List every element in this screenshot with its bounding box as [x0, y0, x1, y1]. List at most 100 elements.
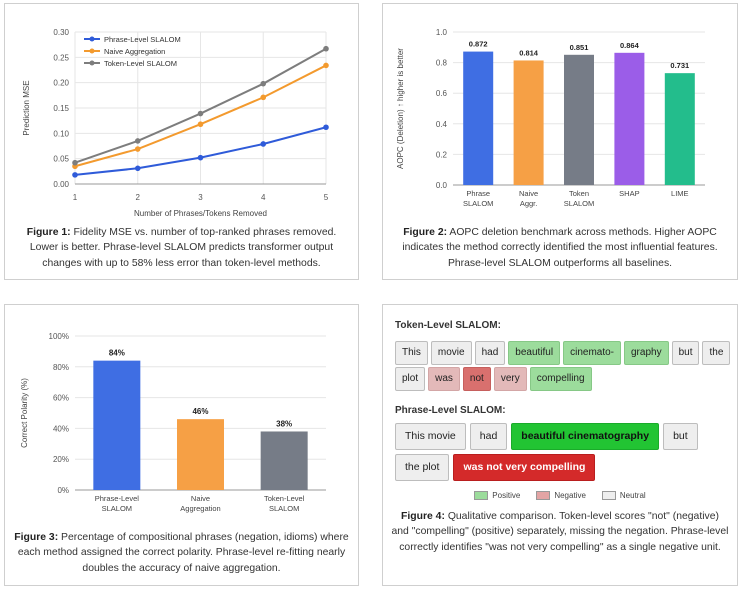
token-chip: the: [702, 341, 731, 365]
token-chip: plot: [395, 367, 426, 391]
figure-1-caption: Figure 1: Fidelity MSE vs. number of top…: [13, 225, 350, 271]
bar-value-label: 0.814: [519, 48, 539, 57]
x-tick-label: Token: [569, 189, 589, 198]
legend-label: Neutral: [619, 491, 646, 500]
x-tick-label: Phrase: [466, 189, 490, 198]
legend-swatch: [474, 491, 489, 500]
token-chip: had: [474, 341, 506, 365]
y-tick-label: 0.15: [53, 104, 69, 113]
token-row-1: This movie had beautiful cinemato-graphy but t…: [395, 341, 731, 365]
x-tick-label: SLALOM: [102, 504, 132, 513]
bar-value-label: 46%: [192, 407, 208, 416]
x-tick-label: Aggregation: [180, 504, 220, 513]
phrase-chip: was not very compelling: [453, 454, 596, 481]
token-chip: This: [395, 341, 428, 365]
figure-1-panel: 0.00 0.05 0.10 0.15 0.20 0.25 0.30 1 2 3 4 5 Number …: [4, 3, 359, 280]
x-tick-label: 1: [73, 193, 78, 202]
y-tick-label: 60%: [53, 394, 69, 403]
bar: [93, 360, 141, 490]
data-point: [134, 165, 141, 172]
figure-1-caption-text: Fidelity MSE vs. number of top-ranked ph…: [29, 227, 337, 269]
bar: [177, 419, 224, 490]
x-tick-label: SLALOM: [269, 504, 299, 513]
data-point: [260, 94, 267, 101]
data-point: [323, 62, 329, 69]
figure-3-caption: Figure 3: Percentage of compositional ph…: [13, 530, 350, 576]
phrase-chip: beautiful cinematography: [511, 423, 660, 450]
phrase-chip: This movie: [395, 423, 466, 450]
y-tick-label: 0.6: [436, 89, 448, 98]
token-level-heading: Token-Level SLALOM:: [395, 320, 501, 331]
bar-value-label: 84%: [109, 349, 125, 358]
y-tick-label: 80%: [53, 363, 69, 372]
bar: [564, 54, 594, 186]
data-point: [197, 110, 204, 117]
y-tick-label: 0.2: [436, 150, 448, 159]
legend-label: Token-Level SLALOM: [104, 59, 177, 68]
x-tick-label: Token-Level: [264, 494, 305, 503]
y-axis-label: Correct Polarity (%): [20, 378, 29, 448]
bar: [664, 73, 695, 185]
y-axis-label: AOPC (Deletion) ↑ higher is better: [396, 48, 405, 169]
legend-item: Positive: [474, 491, 520, 500]
token-chip: very: [493, 367, 527, 391]
x-tick-label: 3: [198, 193, 203, 202]
data-point: [323, 45, 329, 52]
y-tick-label: 0%: [57, 486, 69, 495]
attribution-legend: Positive Negative Neutral: [383, 491, 737, 500]
x-tick-label: 5: [324, 193, 329, 202]
token-chip: was: [428, 367, 460, 391]
data-point: [260, 141, 267, 147]
phrase-chip: the plot: [395, 454, 450, 481]
legend-label: Positive: [492, 491, 521, 500]
y-tick-label: 0.30: [53, 28, 69, 37]
figure-4-caption-label: Figure 4:: [401, 511, 445, 522]
bar: [614, 52, 645, 185]
y-tick-label: 0.25: [53, 53, 69, 62]
x-tick-label: SHAP: [619, 189, 639, 198]
token-chip: compelling: [529, 367, 592, 391]
legend-swatch: [601, 491, 616, 500]
bar: [463, 51, 494, 185]
data-point: [323, 124, 329, 131]
y-tick-label: 0.00: [53, 180, 69, 189]
data-point: [134, 138, 141, 144]
bar-value-label: 0.851: [570, 43, 589, 52]
figure-2-caption-label: Figure 2:: [403, 227, 448, 238]
bar-value-label: 0.872: [469, 40, 488, 49]
data-point: [260, 80, 267, 87]
legend-marker: [89, 48, 95, 54]
x-tick-label: Naive: [519, 189, 538, 198]
y-tick-label: 0.10: [53, 129, 69, 138]
figure-4-caption-text: Qualitative comparison. Token-level scor…: [391, 511, 729, 553]
legend-item: Neutral: [601, 491, 646, 500]
bar-value-label: 38%: [276, 419, 292, 428]
legend-label: Phrase-Level SLALOM: [104, 35, 181, 44]
x-tick-label: 4: [261, 193, 266, 202]
legend-marker: [89, 36, 95, 42]
legend-label: Negative: [554, 491, 586, 500]
figure-4-caption: Figure 4: Qualitative comparison. Token-…: [391, 509, 729, 555]
chart-legend: Phrase-Level SLALOM Naive Aggregation Toke…: [84, 35, 181, 68]
y-tick-label: 40%: [53, 424, 69, 433]
bar-value-label: 0.731: [670, 61, 689, 70]
bar: [260, 431, 308, 490]
figure-3-caption-text: Percentage of compositional phrases (neg…: [17, 532, 349, 574]
y-tick-label: 0.4: [436, 120, 448, 129]
legend-marker: [89, 60, 95, 66]
x-tick-label: SLALOM: [564, 199, 594, 208]
token-chip: but: [671, 341, 700, 365]
y-tick-label: 0.8: [436, 59, 448, 68]
y-tick-label: 100%: [49, 332, 69, 341]
figure-1-caption-label: Figure 1:: [26, 227, 71, 238]
bar: [513, 60, 544, 185]
polarity-bar-chart: 0% 20% 40% 60% 80% 100% Correct Polarity (%) 84…: [20, 332, 326, 513]
x-tick-label: Aggr.: [520, 199, 538, 208]
phrase-level-heading: Phrase-Level SLALOM:: [395, 405, 506, 416]
token-chip: not: [462, 367, 491, 391]
mse-line-chart: 0.00 0.05 0.10 0.15 0.20 0.25 0.30 1 2 3 4 5 Number …: [22, 28, 329, 218]
phrase-chip: had: [469, 423, 508, 450]
token-chip: beautiful: [508, 341, 561, 365]
legend-label: Naive Aggregation: [104, 47, 165, 56]
y-tick-label: 0.20: [53, 79, 69, 88]
